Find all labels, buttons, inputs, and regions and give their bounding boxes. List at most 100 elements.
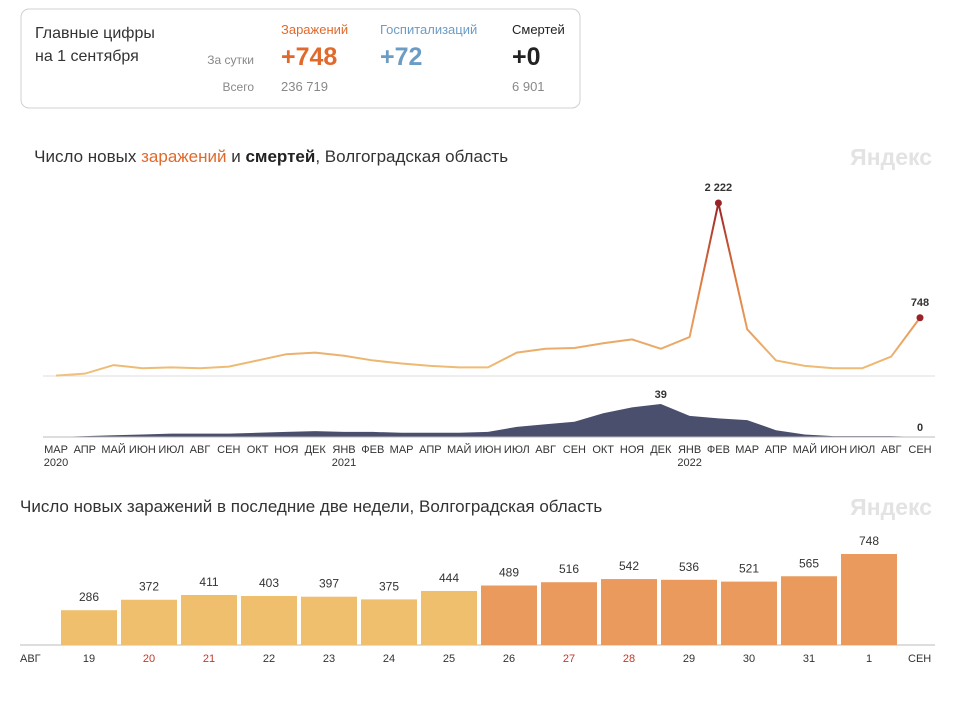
- x-tick-label: ИЮЛ: [850, 444, 876, 456]
- value-label: 375: [379, 579, 399, 593]
- value-label: 397: [319, 577, 339, 591]
- x-tick-label: АПР: [74, 444, 96, 456]
- x-tick-label: АВГ: [190, 444, 211, 456]
- column-name: Заражений: [281, 22, 348, 37]
- value-label: 536: [679, 560, 699, 574]
- x-tick-label: АПР: [765, 444, 787, 456]
- summary-card: [20, 8, 581, 109]
- x-tick-label: 1: [866, 653, 872, 665]
- value-label: 0: [917, 422, 923, 434]
- x-tick-label: МАЙ: [793, 443, 817, 456]
- chart-title: Число новых заражений в последние две не…: [20, 497, 602, 516]
- edge-label: СЕН: [908, 653, 931, 665]
- x-tick-label: СЕН: [217, 444, 240, 456]
- x-tick-label: 26: [503, 653, 515, 665]
- x-tick-label: АПР: [419, 444, 441, 456]
- peak-marker: [916, 314, 924, 322]
- x-tick-label: АВГ: [535, 444, 556, 456]
- card-columns: Заражений +748 236 719 Госпитализаций +72 Сме…: [281, 22, 565, 94]
- card-title: Главные цифры: [35, 25, 155, 42]
- value-label: 748: [911, 297, 929, 309]
- x-tick-label: СЕН: [908, 444, 931, 456]
- x-tick-label: 30: [743, 653, 755, 665]
- x-tick-label: СЕН: [563, 444, 586, 456]
- x-tick-label: ОКТ: [247, 444, 269, 456]
- x-tick-label: ОКТ: [592, 444, 614, 456]
- x-tick-label: НОЯ: [274, 444, 298, 456]
- watermark: Яндекс: [850, 494, 932, 520]
- value-label: 403: [259, 576, 279, 590]
- title-part: Число новых: [34, 147, 141, 166]
- x-tick-label: ИЮЛ: [504, 444, 530, 456]
- watermark: Яндекс: [850, 144, 932, 170]
- row-label: Всего: [223, 80, 255, 94]
- x-tick-label: 29: [683, 653, 695, 665]
- daily-value: +72: [380, 43, 422, 71]
- total-value: 236 719: [281, 79, 328, 94]
- value-label: 286: [79, 590, 99, 604]
- x-tick-label: ДЕК: [305, 444, 327, 456]
- x-tick-label: 24: [383, 653, 395, 665]
- deaths-area: [56, 404, 920, 437]
- title-series: заражений: [141, 147, 226, 166]
- x-tick-label: ДЕК: [650, 444, 672, 456]
- bar: [361, 599, 417, 645]
- value-label: 372: [139, 580, 159, 594]
- year-label: 2022: [677, 457, 701, 469]
- x-tick-label: МАР: [390, 444, 414, 456]
- x-tick-label: НОЯ: [620, 444, 644, 456]
- bar: [121, 599, 177, 645]
- x-tick-label: ИЮН: [129, 444, 156, 456]
- title-series: смертей: [245, 147, 315, 166]
- x-tick-label: ФЕВ: [707, 444, 730, 456]
- bar: [181, 594, 237, 645]
- value-label: 542: [619, 559, 639, 573]
- value-label: 489: [499, 566, 519, 580]
- x-tick-label: 22: [263, 653, 275, 665]
- x-tick-label: 21: [203, 653, 215, 665]
- x-tick-label: ФЕВ: [361, 444, 384, 456]
- value-label: 39: [655, 389, 667, 401]
- value-label: 2 222: [705, 182, 733, 194]
- bar-chart: 286 19 372 20 411 21 403 22 397 23 375 24 444 25 489 26…: [20, 534, 935, 665]
- bar: [601, 579, 657, 645]
- bar: [61, 610, 117, 645]
- bar: [301, 596, 357, 645]
- bar: [241, 595, 297, 645]
- x-tick-label: ИЮН: [475, 444, 502, 456]
- year-label: 2020: [44, 457, 68, 469]
- bar: [541, 582, 597, 645]
- x-tick-label: 20: [143, 653, 155, 665]
- x-tick-label: ЯНВ: [332, 444, 355, 456]
- value-label: 565: [799, 556, 819, 570]
- x-tick-label: 28: [623, 653, 635, 665]
- bar: [781, 576, 837, 645]
- peak-marker: [714, 199, 722, 207]
- chart-title: Число новых заражений и смертей, Волгогр…: [20, 147, 518, 166]
- row-label: За сутки: [207, 53, 254, 67]
- x-tick-label: МАР: [44, 444, 68, 456]
- x-tick-label: 23: [323, 653, 335, 665]
- total-value: 6 901: [512, 79, 545, 94]
- x-tick-label: МАЙ: [447, 443, 471, 456]
- column-name: Госпитализаций: [380, 22, 477, 37]
- x-tick-label: МАЙ: [101, 443, 125, 456]
- x-tick-label: АВГ: [881, 444, 902, 456]
- infections-line: [55, 202, 921, 377]
- value-label: 748: [859, 534, 879, 548]
- x-tick-label: 19: [83, 653, 95, 665]
- bar: [481, 585, 537, 645]
- card-title: на 1 сентября: [35, 48, 139, 65]
- value-label: 444: [439, 571, 459, 585]
- bar: [721, 581, 777, 645]
- daily-value: +0: [512, 43, 541, 71]
- x-tick-label: МАР: [735, 444, 759, 456]
- value-label: 411: [199, 575, 218, 589]
- x-tick-label: 27: [563, 653, 575, 665]
- x-tick-label: 25: [443, 653, 455, 665]
- x-tick-label: ИЮЛ: [158, 444, 184, 456]
- value-label: 516: [559, 562, 579, 576]
